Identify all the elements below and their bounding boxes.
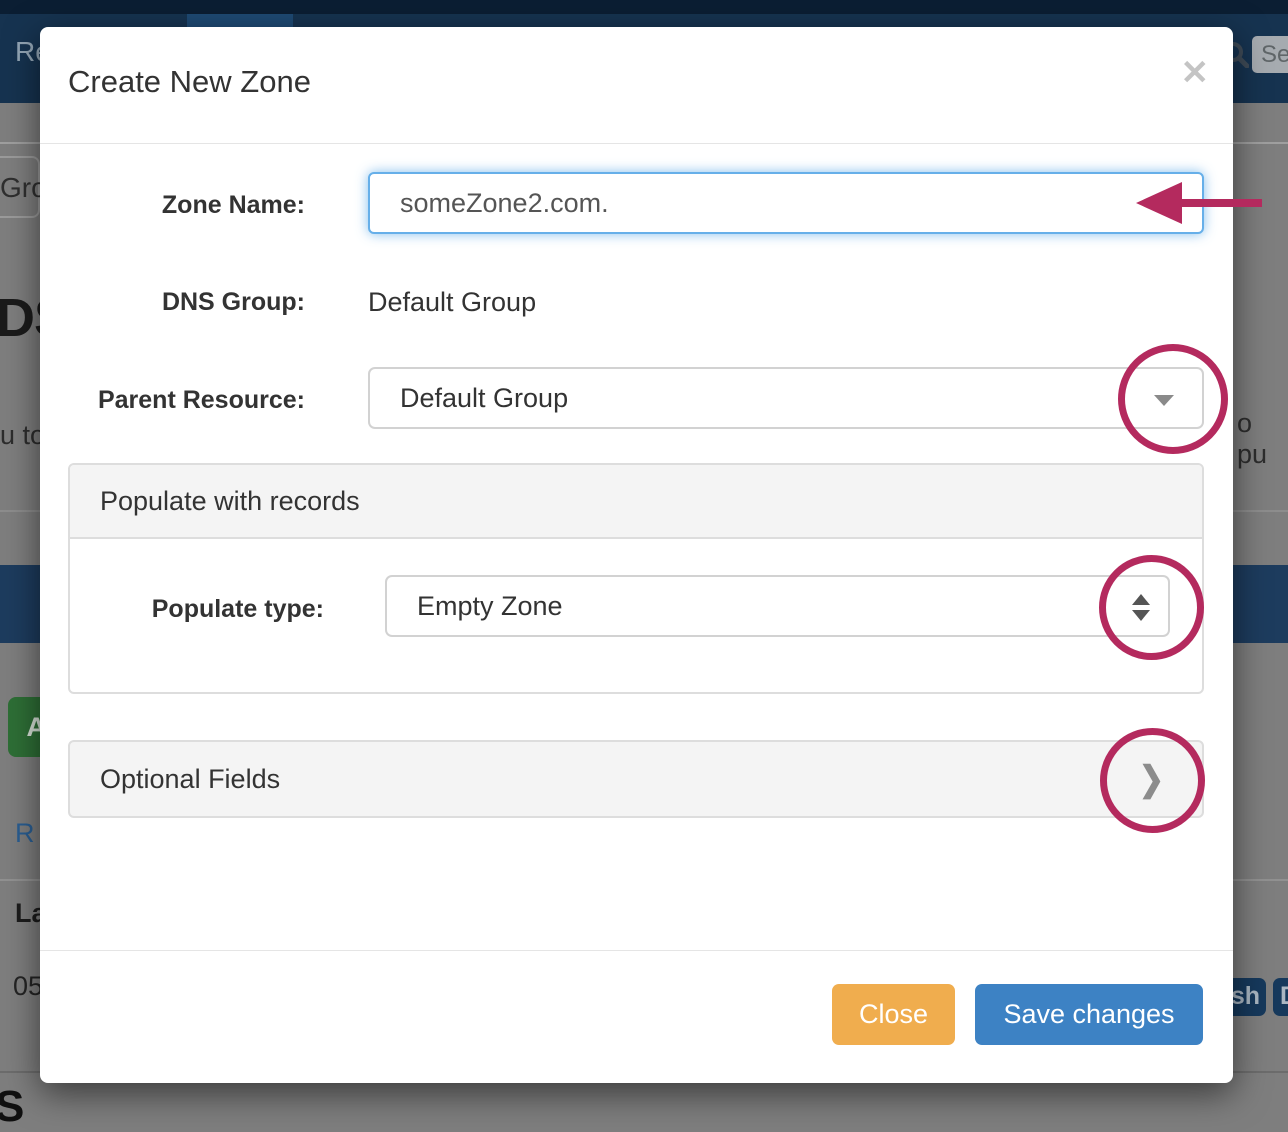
populate-type-value: Empty Zone [417, 590, 563, 621]
parent-resource-dropdown[interactable]: Default Group [368, 367, 1204, 429]
background-link-fragment: R [15, 818, 35, 848]
background-sentence-left-fragment: u to [0, 420, 46, 450]
chevron-down-icon [1154, 395, 1174, 406]
save-changes-button[interactable]: Save changes [975, 984, 1203, 1045]
topbar-dark-strip [0, 0, 1288, 14]
modal-title: Create New Zone [68, 64, 311, 99]
modal-header-divider [40, 143, 1233, 144]
optional-fields-title: Optional Fields [100, 763, 281, 794]
populate-type-label: Populate type: [151, 595, 324, 623]
background-group-text-fragment: Gro [0, 172, 47, 203]
close-icon[interactable]: ✕ [1180, 54, 1210, 92]
close-button[interactable]: Close [832, 984, 955, 1045]
create-new-zone-modal: Create New Zone ✕ Zone Name: DNS Group: … [40, 27, 1233, 1083]
zone-name-label: Zone Name: [161, 191, 305, 219]
modal-footer-divider [40, 950, 1233, 951]
background-cell-fragment: 05 [13, 971, 44, 1001]
chevron-right-icon: ❯ [1138, 760, 1164, 799]
dns-group-label: DNS Group: [161, 288, 305, 316]
parent-resource-label: Parent Resource: [97, 386, 305, 414]
dns-group-value: Default Group [368, 287, 537, 317]
populate-panel-header[interactable]: Populate with records [70, 465, 1202, 539]
background-sentence-right-fragment: o pu [1237, 408, 1268, 469]
parent-resource-value: Default Group [400, 382, 569, 413]
select-updown-icon [1132, 594, 1150, 621]
populate-panel-title: Populate with records [100, 485, 360, 516]
optional-fields-panel-header[interactable]: Optional Fields ❯ [68, 740, 1204, 818]
background-bottom-heading-fragment: S [0, 1082, 25, 1131]
search-input: Sea [1252, 36, 1288, 73]
background-group-select-fragment [0, 156, 40, 218]
populate-type-select[interactable]: Empty Zone [385, 575, 1170, 637]
populate-with-records-panel: Populate with records Populate type: Emp… [68, 463, 1204, 694]
zone-name-input[interactable] [368, 172, 1204, 234]
background-navy-button-fragment: D [1273, 978, 1288, 1016]
